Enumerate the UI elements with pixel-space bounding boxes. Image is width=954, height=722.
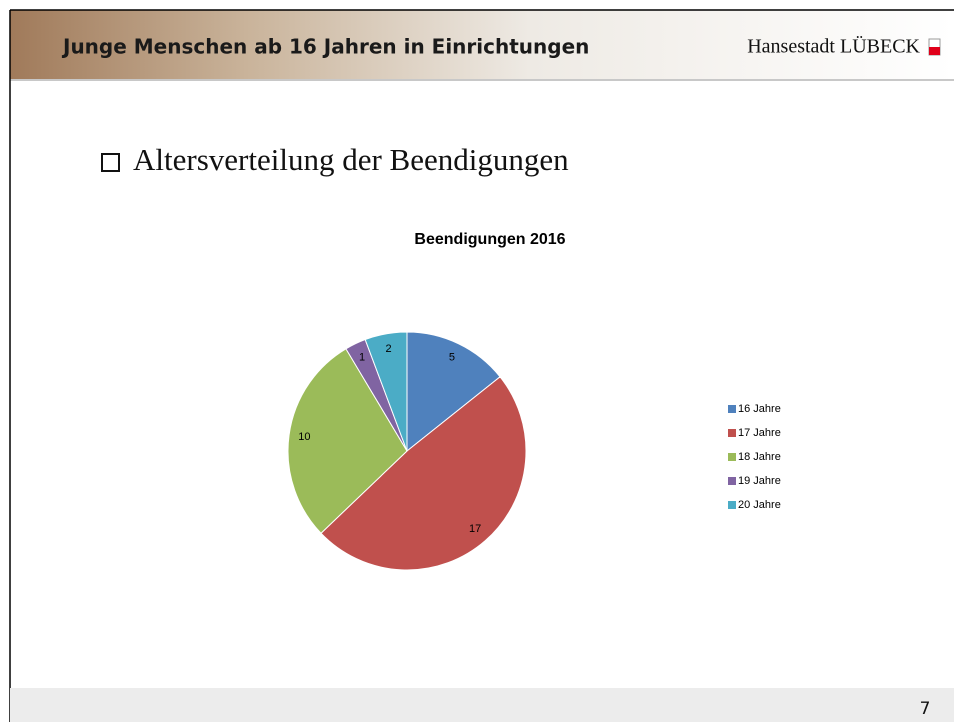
legend-label: 16 Jahre: [738, 403, 781, 415]
bullet: [102, 154, 119, 171]
legend-label: 19 Jahre: [738, 475, 781, 487]
data-label: 10: [298, 431, 310, 443]
chart-title: Beendigungen 2016: [414, 231, 565, 248]
page-number: 7: [920, 699, 931, 719]
heading: Altersverteilung der Beendigungen: [133, 142, 569, 177]
data-label: 5: [449, 352, 455, 364]
legend-swatch: [728, 501, 736, 509]
data-label: 17: [469, 523, 481, 535]
footer-band: [10, 688, 954, 722]
brand-icon-red: [929, 47, 940, 55]
legend-swatch: [728, 405, 736, 413]
legend-swatch: [728, 453, 736, 461]
data-label: 2: [385, 343, 391, 355]
data-label: 1: [359, 352, 365, 364]
legend-swatch: [728, 429, 736, 437]
slide: Junge Menschen ab 16 Jahren in Einrichtu…: [0, 0, 954, 722]
legend-swatch: [728, 477, 736, 485]
header-title: Junge Menschen ab 16 Jahren in Einrichtu…: [61, 35, 589, 59]
legend-label: 18 Jahre: [738, 451, 781, 463]
brand: Hansestadt LÜBECK: [747, 35, 920, 58]
legend-label: 17 Jahre: [738, 427, 781, 439]
legend-label: 20 Jahre: [738, 499, 781, 511]
